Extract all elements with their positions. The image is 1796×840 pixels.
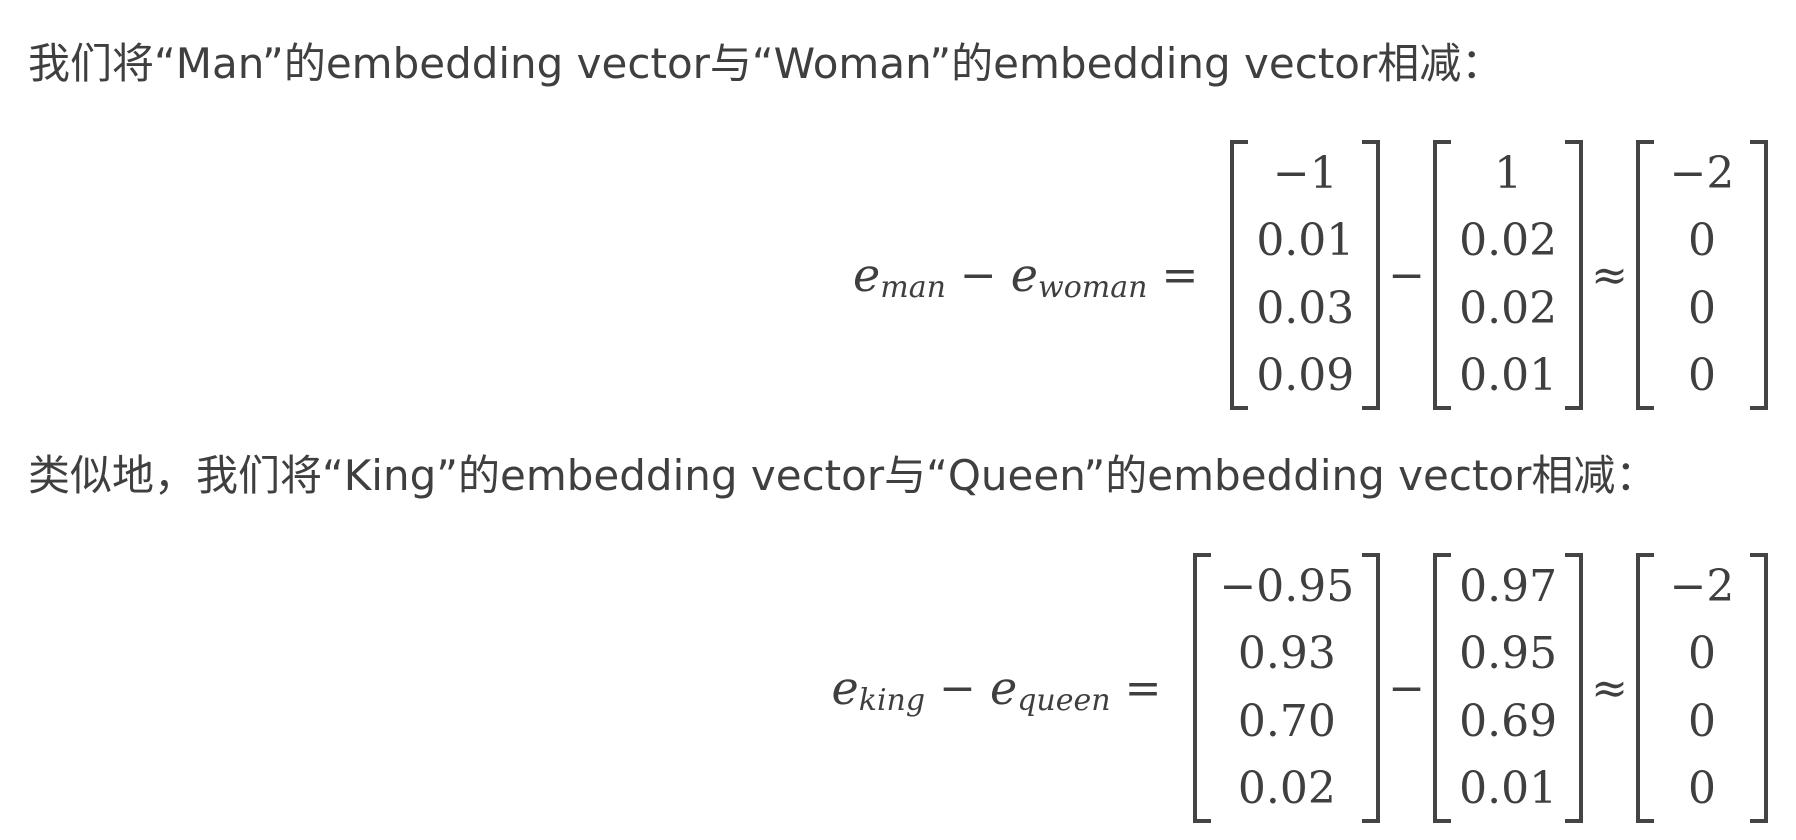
vector-entry: −2 bbox=[1669, 560, 1735, 612]
vector-entry: −2 bbox=[1669, 147, 1735, 199]
subscript-king: king bbox=[858, 682, 926, 718]
vector-entry: −0.95 bbox=[1219, 560, 1355, 612]
vector-entry: 0.97 bbox=[1459, 560, 1558, 612]
right-bracket bbox=[1362, 140, 1381, 410]
vector-entry: 0 bbox=[1688, 628, 1716, 680]
vector-entry: 0.95 bbox=[1459, 628, 1558, 680]
subscript-woman: woman bbox=[1038, 269, 1148, 305]
vector-difference: −2 0 0 0 bbox=[1636, 140, 1768, 410]
vector-entry: 0.93 bbox=[1237, 628, 1336, 680]
vector-queen: 0.97 0.95 0.69 0.01 bbox=[1433, 553, 1584, 823]
vector-difference: −2 0 0 0 bbox=[1636, 553, 1768, 823]
left-bracket bbox=[1230, 140, 1249, 410]
vector-entry: 0.01 bbox=[1459, 350, 1558, 402]
equation-man-woman: e man − e woman = −1 0.01 0.03 0.09 − 1 … bbox=[853, 140, 1768, 410]
right-bracket bbox=[1750, 553, 1768, 823]
vector-entry: 0.02 bbox=[1459, 282, 1558, 334]
left-bracket bbox=[1193, 553, 1212, 823]
vector-entry: −1 bbox=[1272, 147, 1338, 199]
vector-entry: 0.69 bbox=[1459, 695, 1558, 747]
approx-sign: ≈ bbox=[1591, 662, 1628, 714]
equation-king-queen: e king − e queen = −0.95 0.93 0.70 0.02 … bbox=[832, 553, 1768, 823]
variable-e: e bbox=[853, 248, 881, 302]
equation-lhs: e king − e queen = bbox=[831, 661, 1176, 718]
vector-entry: 0 bbox=[1688, 695, 1716, 747]
left-bracket bbox=[1636, 553, 1654, 823]
vector-entry: 0.03 bbox=[1256, 282, 1355, 334]
vector-entry: 0.02 bbox=[1459, 215, 1558, 267]
minus-sign: − bbox=[939, 662, 976, 714]
subscript-man: man bbox=[880, 269, 946, 305]
variable-e: e bbox=[1010, 248, 1039, 302]
vector-entry: 0 bbox=[1688, 282, 1716, 334]
variable-e: e bbox=[831, 661, 859, 715]
vector-entry: 0.02 bbox=[1237, 763, 1336, 815]
subscript-queen: queen bbox=[1017, 682, 1111, 718]
right-bracket bbox=[1750, 140, 1768, 410]
vector-entry: 0.70 bbox=[1237, 695, 1336, 747]
vector-entry: 0.01 bbox=[1256, 215, 1355, 267]
equals-sign: = bbox=[1161, 249, 1199, 301]
minus-sign: − bbox=[1388, 662, 1426, 714]
equation-lhs: e man − e woman = bbox=[853, 248, 1212, 305]
vector-entry: 0 bbox=[1688, 350, 1716, 402]
vector-king: −0.95 0.93 0.70 0.02 bbox=[1193, 553, 1381, 823]
right-bracket bbox=[1565, 553, 1584, 823]
vector-entry: 0 bbox=[1688, 763, 1716, 815]
paragraph-man-woman: 我们将“Man”的embedding vector与“Woman”的embedd… bbox=[28, 39, 1504, 88]
right-bracket bbox=[1362, 553, 1381, 823]
vector-man: −1 0.01 0.03 0.09 bbox=[1230, 140, 1381, 410]
vector-woman: 1 0.02 0.02 0.01 bbox=[1433, 140, 1584, 410]
equals-sign: = bbox=[1124, 662, 1162, 714]
variable-e: e bbox=[989, 661, 1018, 715]
minus-sign: − bbox=[1388, 249, 1426, 301]
left-bracket bbox=[1636, 140, 1654, 410]
vector-entry: 0 bbox=[1688, 215, 1716, 267]
left-bracket bbox=[1433, 553, 1452, 823]
approx-sign: ≈ bbox=[1591, 249, 1628, 301]
paragraph-king-queen: 类似地，我们将“King”的embedding vector与“Queen”的e… bbox=[28, 451, 1658, 500]
minus-sign: − bbox=[959, 249, 997, 301]
vector-entry: 0.09 bbox=[1256, 350, 1355, 402]
left-bracket bbox=[1433, 140, 1452, 410]
vector-entry: 0.01 bbox=[1459, 763, 1558, 815]
vector-entry: 1 bbox=[1494, 147, 1523, 199]
right-bracket bbox=[1565, 140, 1584, 410]
